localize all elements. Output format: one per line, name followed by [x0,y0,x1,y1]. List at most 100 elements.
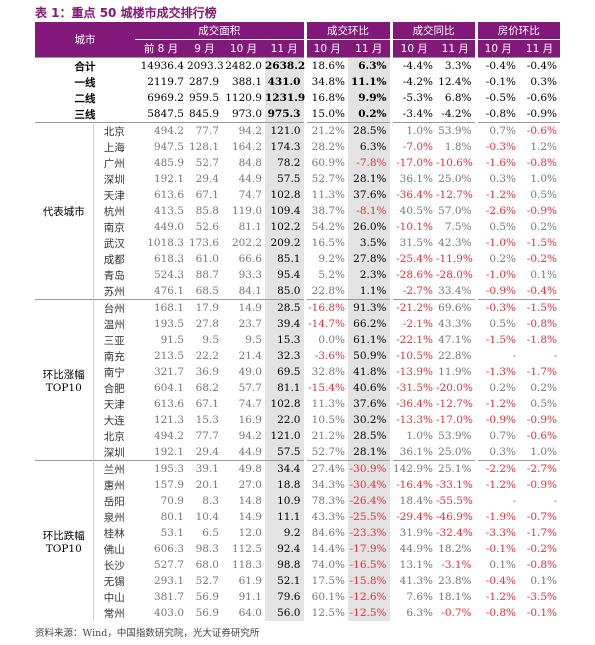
city-row: 泉州 80.1 10.4 14.9 11.1 43.3% -25.5% -29.4% -46.9… [35,509,560,525]
value-cell: -3.3% [474,525,519,541]
value-cell: 98.3 [195,543,219,555]
value-cell: -0.7% [526,511,557,523]
value-cell: 494.2 [153,430,184,442]
value-cell: 6.3% [348,57,391,74]
value-cell: 85.1 [265,251,305,267]
city-row: 大连 121.3 15.3 16.9 22.0 10.5% 30.2% -13.3% -17.0… [35,412,560,428]
value-cell: 26.0% [348,219,391,235]
city-name: 南京 [103,221,125,234]
column-header: 11 月 [519,39,560,58]
city-row: 合肥 604.1 68.2 57.7 81.1 -15.4% 40.6% -31.5% -20.… [35,380,560,396]
value-cell: -26.4% [348,493,391,509]
value-cell: 10.4 [195,511,219,523]
section-label-line: TOP10 [45,542,82,555]
value-cell: 1.0% [530,173,557,185]
value-cell: 79.6 [265,589,305,605]
value-cell: -16.5% [348,557,391,573]
value-cell: 74.7 [238,189,262,201]
value-cell: 16.8% [303,90,348,106]
value-cell: 0.1% [474,557,519,573]
value-cell: 68.2 [195,382,219,394]
city-row: 长沙 527.7 68.0 118.3 98.8 74.0% -16.5% 13.1% -3.1… [35,557,560,573]
value-cell: 93.3 [238,269,262,281]
city-row: 无锡 293.1 52.7 61.9 52.1 17.5% -15.8% 41.3% 23.8%… [35,573,560,589]
city-name: 上海 [103,141,125,154]
value-cell: 14.8 [238,495,262,507]
city-row: 惠州 157.9 20.1 27.0 18.8 34.3% -30.4% -16.4% -33.… [35,477,560,493]
city-row: 天津 613.6 67.1 74.7 102.8 11.3% 37.6% -36.4% -12.… [35,396,560,412]
value-cell: 449.0 [153,221,184,233]
city-row: 天津 613.6 67.1 74.7 102.8 11.3% 37.6% -36.4% -12.… [35,187,560,203]
group-header: 房价环比 [474,22,560,40]
value-cell: 16.9 [238,414,262,426]
value-cell: -0.6% [526,92,557,104]
value-cell: 40.6% [348,380,391,396]
city-row: 深圳 192.1 29.4 44.9 57.5 52.7% 28.1% 36.1% 25.0% 0… [35,444,560,461]
value-cell: 28.5% [348,122,391,139]
column-header: 11 月 [348,39,391,58]
value-cell: 12.5% [303,605,348,621]
value-cell: 0.2% [474,251,519,267]
value-cell: - [553,495,557,507]
value-cell: 47.1% [438,334,472,346]
value-cell: 18.2% [438,543,472,555]
value-cell: 77.7 [195,430,219,442]
value-cell: 476.1 [153,285,184,297]
value-cell: 81.1 [238,221,262,233]
value-cell: 7.6% [389,589,436,605]
value-cell: -3.6% [303,348,348,364]
value-cell: 6.3% [389,605,436,621]
value-cell: 53.9% [436,122,476,139]
value-cell: -23.3% [348,525,391,541]
value-cell: -28.6% [389,267,436,283]
value-cell: 10.9 [265,493,305,509]
value-cell: 33.4% [438,285,472,297]
value-cell: -2.6% [474,203,519,219]
value-cell: 57.5 [265,171,305,187]
value-cell: -0.2% [526,253,557,265]
value-cell: 22.8% [303,283,348,300]
value-cell: 109.4 [265,203,305,219]
value-cell: 959.5 [188,92,219,104]
city-name: 无锡 [103,575,125,588]
value-cell: 128.1 [188,141,219,153]
value-cell: 52.7% [303,171,348,187]
value-cell: 10.5% [303,412,348,428]
value-cell: 192.1 [153,173,184,185]
value-cell: 2482.0 [222,57,265,74]
value-cell: 44.9% [389,541,436,557]
value-cell: 0.2% [474,380,519,396]
value-cell: -17.0% [436,414,473,426]
value-cell: 70.9 [160,495,184,507]
value-cell: 21.2% [303,122,348,139]
value-cell: 49.8 [222,460,265,477]
value-cell: -0.9% [526,108,557,120]
value-cell: 32.3 [265,348,305,364]
value-cell: 9.9% [348,90,391,106]
value-cell: - [474,348,519,364]
value-cell: 53.9% [438,430,472,442]
city-name: 南宁 [103,366,125,379]
value-cell: -1.8% [526,334,557,346]
value-cell: -1.5% [519,299,560,316]
value-cell: -0.9% [526,479,557,491]
value-cell: 287.9 [188,76,219,88]
value-cell: 31.5% [389,235,436,251]
value-cell: -0.8% [526,318,557,330]
value-cell: -5.3% [389,90,436,106]
value-cell: 1.1% [348,283,391,300]
city-name: 常州 [103,607,125,620]
value-cell: 32.8% [303,364,348,380]
value-cell: 613.6 [153,189,184,201]
value-cell: 13.1% [389,557,436,573]
city-name: 杭州 [103,205,125,218]
value-cell: -16.8% [303,299,348,316]
value-cell: -36.4% [389,396,436,412]
value-cell: -2.7% [519,460,560,477]
value-cell: 2093.3 [187,57,224,74]
value-cell: 52.7 [195,157,219,169]
value-cell: 618.3 [153,253,184,265]
table-title: 表 1：重点 50 城楼市成交排行榜 [35,6,217,20]
value-cell: -1.2% [474,477,519,493]
